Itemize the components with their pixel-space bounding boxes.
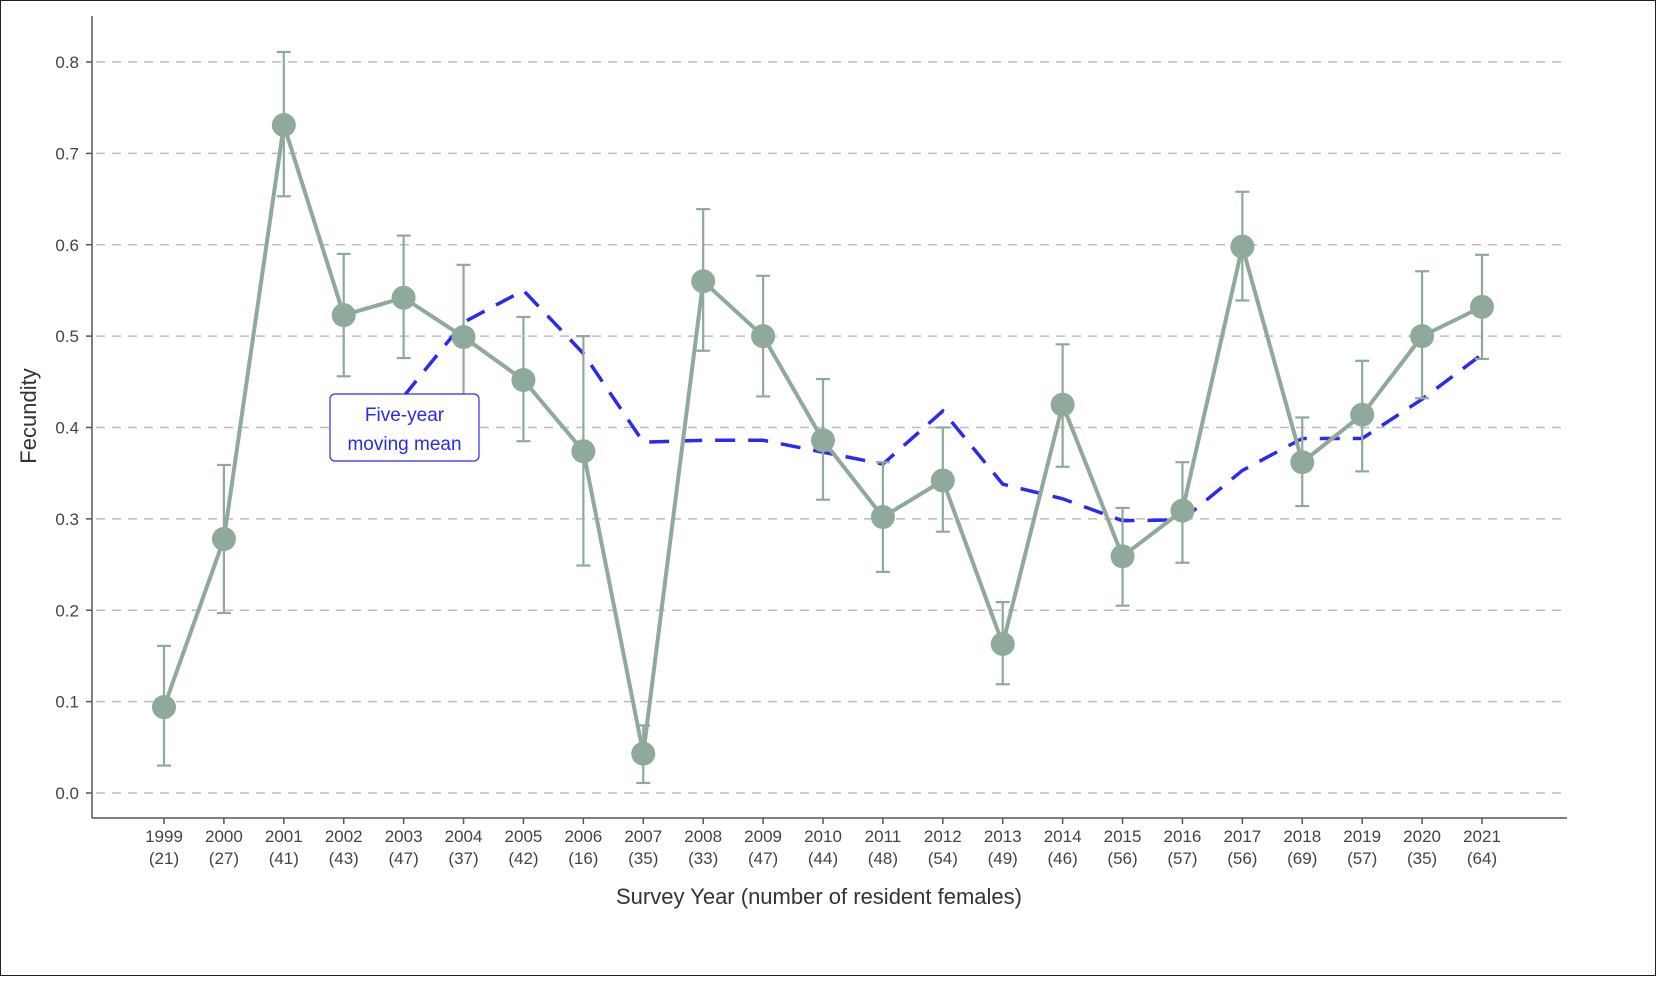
fecundity-point <box>811 428 835 453</box>
x-tick-label-year: 2013 <box>984 827 1022 846</box>
moving-mean-label: Five-year moving mean <box>329 393 480 462</box>
fecundity-point <box>1110 544 1135 569</box>
x-tick-label-year: 2017 <box>1223 827 1261 846</box>
fecundity-point <box>1350 402 1375 427</box>
y-tick-label: 0.4 <box>55 419 79 438</box>
y-tick-label: 0.2 <box>55 601 79 620</box>
fecundity-point <box>331 303 356 328</box>
x-tick-label-count: (35) <box>1407 849 1437 868</box>
x-tick-label-count: (33) <box>688 849 718 868</box>
fecundity-point <box>511 367 536 392</box>
fecundity-point <box>1410 324 1435 349</box>
x-tick-label-year: 2016 <box>1164 827 1202 846</box>
x-axis-title: Survey Year (number of resident females) <box>616 884 1022 909</box>
x-tick-label-count: (21) <box>149 849 179 868</box>
x-tick-label-count: (44) <box>808 849 838 868</box>
fecundity-point <box>571 439 596 464</box>
x-tick-label-count: (48) <box>868 849 898 868</box>
y-tick-label: 0.8 <box>55 53 79 72</box>
fecundity-point <box>152 695 176 720</box>
x-tick-label-year: 2010 <box>804 827 842 846</box>
x-tick-label-count: (47) <box>389 849 419 868</box>
y-tick-label: 0.1 <box>55 693 79 712</box>
fecundity-point <box>1230 234 1255 259</box>
fecundity-point <box>271 113 296 138</box>
fecundity-point <box>751 324 776 349</box>
x-tick-label-year: 2011 <box>865 827 902 846</box>
x-tick-label-count: (64) <box>1467 849 1497 868</box>
x-tick-label-year: 2012 <box>924 827 962 846</box>
x-tick-label-year: 2000 <box>205 827 243 846</box>
x-tick-label-year: 2003 <box>385 827 423 846</box>
y-tick-label: 0.7 <box>55 144 79 163</box>
x-tick-label-count: (16) <box>568 849 598 868</box>
x-tick-label-count: (57) <box>1347 849 1377 868</box>
fecundity-point <box>451 325 476 350</box>
x-tick-label-count: (56) <box>1227 849 1257 868</box>
x-tick-label-year: 2018 <box>1283 827 1321 846</box>
y-tick-label: 0.5 <box>55 327 79 346</box>
fecundity-point <box>211 526 236 551</box>
y-tick-label: 0.0 <box>55 784 79 803</box>
fecundity-point <box>391 285 416 310</box>
x-tick-label-count: (41) <box>269 849 299 868</box>
fecundity-point <box>870 505 895 530</box>
x-tick-label-count: (43) <box>329 849 359 868</box>
x-tick-label-year: 2021 <box>1463 827 1501 846</box>
x-tick-label-count: (56) <box>1107 849 1137 868</box>
x-tick-label-count: (69) <box>1287 849 1317 868</box>
moving-mean-label-line2: moving mean <box>347 434 461 455</box>
x-tick-label-year: 2015 <box>1104 827 1142 846</box>
x-tick-label-year: 2009 <box>744 827 782 846</box>
x-tick-label-count: (35) <box>628 849 658 868</box>
fecundity-point <box>631 741 656 766</box>
x-tick-label-count: (46) <box>1048 849 1078 868</box>
y-axis-title: Fecundity <box>16 368 41 463</box>
x-tick-label-year: 2004 <box>445 827 483 846</box>
x-tick-label-year: 2005 <box>505 827 543 846</box>
fecundity-point <box>930 468 955 493</box>
fecundity-point <box>1290 450 1315 475</box>
moving-mean-label-box <box>329 393 480 462</box>
x-tick-label-year: 2001 <box>265 827 303 846</box>
fecundity-point <box>990 632 1015 657</box>
x-tick-label-year: 2008 <box>684 827 722 846</box>
x-tick-label-count: (47) <box>748 849 778 868</box>
x-tick-label-year: 2020 <box>1403 827 1441 846</box>
y-tick-label: 0.6 <box>55 236 79 255</box>
x-tick-label-year: 2002 <box>325 827 363 846</box>
x-tick-label-year: 2006 <box>564 827 602 846</box>
x-tick-label-count: (49) <box>988 849 1018 868</box>
fecundity-point <box>1050 392 1075 417</box>
fecundity-point <box>1170 498 1195 523</box>
x-tick-label-year: 1999 <box>145 827 183 846</box>
x-tick-label-year: 2014 <box>1044 827 1082 846</box>
fecundity-point <box>1470 294 1494 319</box>
x-tick-label-count: (37) <box>448 849 478 868</box>
x-tick-label-count: (27) <box>209 849 239 868</box>
x-tick-label-count: (54) <box>928 849 958 868</box>
fecundity-point <box>691 269 716 294</box>
x-tick-label-year: 2019 <box>1343 827 1381 846</box>
y-tick-label: 0.3 <box>55 510 79 529</box>
moving-mean-label-line1: Five-year <box>365 405 445 426</box>
x-tick-label-count: (42) <box>508 849 538 868</box>
x-tick-label-year: 2007 <box>624 827 662 846</box>
x-tick-label-count: (57) <box>1167 849 1197 868</box>
